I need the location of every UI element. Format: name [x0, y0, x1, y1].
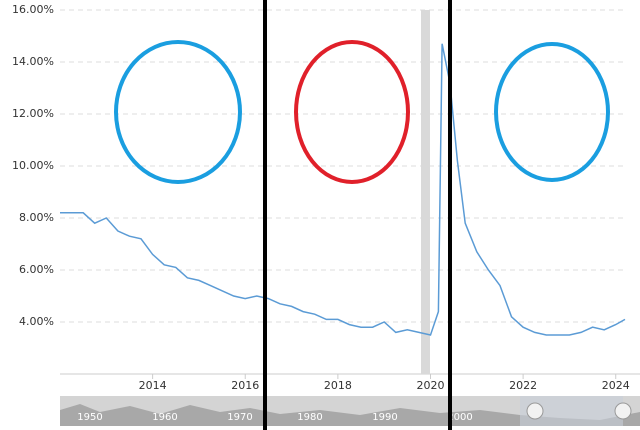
x-tick-label: 2022 [509, 379, 537, 392]
y-tick-label: 16.00% [12, 3, 54, 16]
y-tick-label: 4.00% [19, 315, 54, 328]
annotation-circle [294, 40, 410, 184]
data-line [60, 43, 626, 336]
y-tick-label: 12.00% [12, 107, 54, 120]
grid-layer: 4.00% 6.00% 8.00% 10.00% 12.00% 14.00% 16.00% 2… [12, 3, 640, 392]
y-tick-label: 6.00% [19, 263, 54, 276]
annotation-circle [114, 40, 242, 184]
navigator-label: 2000 [447, 412, 472, 423]
x-tick-label: 2020 [416, 379, 444, 392]
x-tick-label: 2016 [231, 379, 259, 392]
navigator-label: 1990 [372, 412, 397, 423]
y-tick-label: 8.00% [19, 211, 54, 224]
navigator-label: 1980 [297, 412, 322, 423]
recession-band [421, 10, 430, 374]
navigator-handle[interactable] [614, 402, 632, 420]
navigator-handle[interactable] [526, 402, 544, 420]
y-tick-label: 10.00% [12, 159, 54, 172]
x-tick-label: 2014 [139, 379, 167, 392]
y-tick-label: 14.00% [12, 55, 54, 68]
navigator-label: 1970 [227, 412, 252, 423]
x-tick-label: 2024 [602, 379, 630, 392]
x-tick-label: 2018 [324, 379, 352, 392]
navigator-label: 1950 [77, 412, 102, 423]
annotation-circle [494, 42, 610, 182]
navigator: 1950 1960 1970 1980 1990 2000 [60, 396, 640, 426]
plot-layer [60, 43, 626, 336]
navigator-area [60, 404, 640, 426]
navigator-label: 1960 [152, 412, 177, 423]
